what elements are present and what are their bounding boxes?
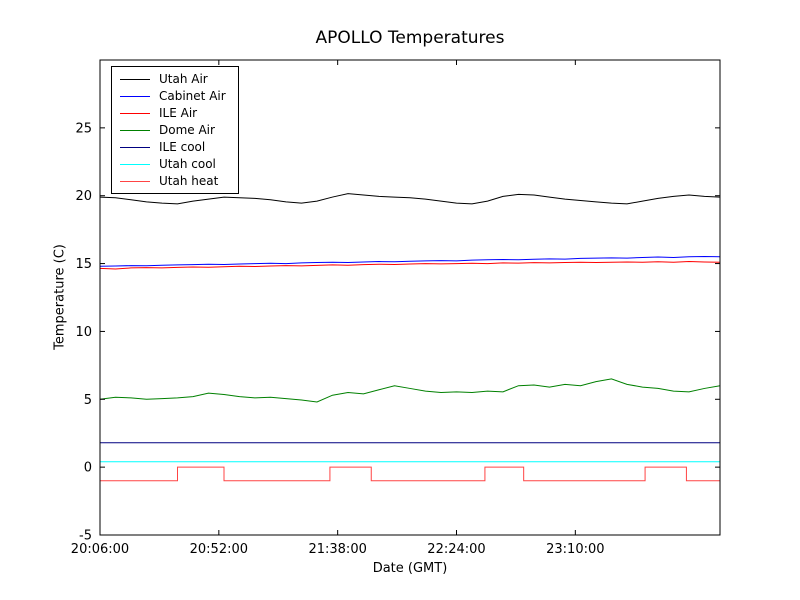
legend-item: Utah Air bbox=[120, 72, 226, 86]
legend-label: Utah Air bbox=[159, 72, 208, 86]
x-tick-label: 20:52:00 bbox=[190, 542, 248, 557]
series-line-cabinet-air bbox=[99, 256, 721, 267]
series-line-utah-heat bbox=[100, 466, 720, 482]
y-tick-label: 25 bbox=[75, 121, 92, 136]
x-tick-label: 23:10:00 bbox=[546, 542, 604, 557]
x-tick-label: 22:24:00 bbox=[427, 542, 485, 557]
legend-label: ILE cool bbox=[159, 140, 206, 154]
y-tick-label: 15 bbox=[75, 257, 92, 272]
legend-item: Cabinet Air bbox=[120, 89, 226, 103]
legend-item: Dome Air bbox=[120, 123, 226, 137]
legend-item: ILE cool bbox=[120, 140, 226, 154]
legend-item: ILE Air bbox=[120, 106, 226, 120]
legend-item: Utah heat bbox=[120, 174, 226, 188]
legend-label: Dome Air bbox=[159, 123, 215, 137]
legend: Utah Air Cabinet Air ILE Air Dome Air ILE co… bbox=[111, 66, 239, 194]
legend-label: Utah cool bbox=[159, 157, 216, 171]
legend-line-sample bbox=[120, 95, 150, 97]
x-tick-label: 20:06:00 bbox=[71, 542, 129, 557]
x-tick-label: 21:38:00 bbox=[308, 542, 366, 557]
legend-line-sample bbox=[120, 112, 150, 114]
series-line-utah-air bbox=[99, 193, 721, 205]
chart-title: APOLLO Temperatures bbox=[315, 28, 505, 48]
series-line-ile-air bbox=[99, 261, 721, 270]
legend-label: Utah heat bbox=[159, 174, 219, 188]
series-line-dome-air bbox=[99, 378, 721, 403]
legend-line-sample bbox=[120, 78, 150, 80]
y-tick-label: 10 bbox=[75, 325, 92, 340]
y-tick-label: -5 bbox=[79, 529, 92, 544]
axes-frame bbox=[99, 59, 721, 536]
legend-item: Utah cool bbox=[120, 157, 226, 171]
y-tick-label: 5 bbox=[84, 393, 92, 408]
legend-label: ILE Air bbox=[159, 106, 198, 120]
legend-label: Cabinet Air bbox=[159, 89, 226, 103]
legend-line-sample bbox=[120, 180, 150, 182]
legend-line-sample bbox=[120, 129, 150, 131]
y-tick-label: 0 bbox=[84, 461, 92, 476]
y-tick-label: 20 bbox=[75, 189, 92, 204]
x-axis-label: Date (GMT) bbox=[372, 561, 448, 576]
legend-line-sample bbox=[120, 146, 150, 148]
legend-line-sample bbox=[120, 163, 150, 165]
